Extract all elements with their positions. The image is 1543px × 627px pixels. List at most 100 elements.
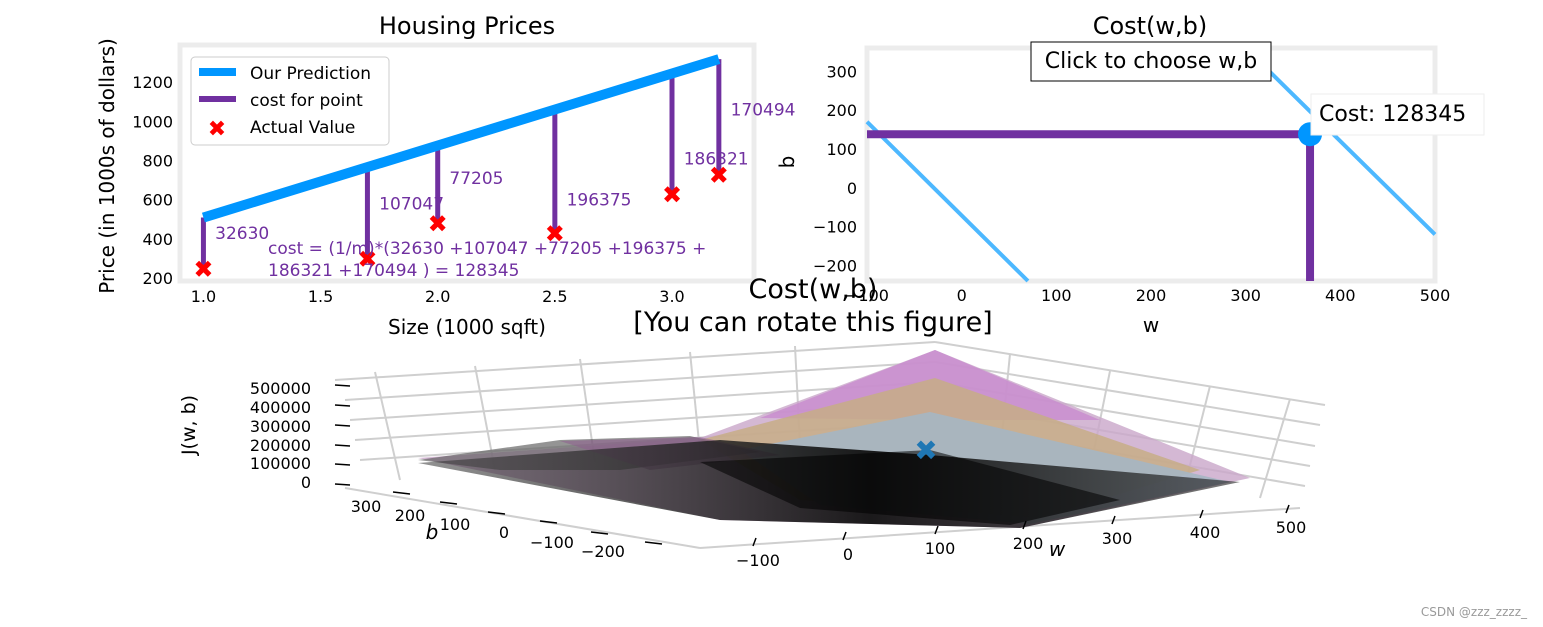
surface-title-line1: Cost(w,b) bbox=[749, 274, 878, 305]
w-tick-mark bbox=[1111, 515, 1116, 525]
housing-prices-plot: Housing Prices Size (1000 sqft) Price (i… bbox=[95, 12, 795, 339]
w-tick-label: 200 bbox=[1013, 534, 1044, 553]
cost-box-text: Cost: 128345 bbox=[1319, 102, 1466, 127]
y-tick-label: −100 bbox=[813, 218, 857, 237]
legend-actual-marker: ✖ bbox=[208, 117, 226, 142]
b-ticks: 300 200 100 0 −100 −200 bbox=[351, 491, 663, 561]
w-axis-label: w bbox=[1049, 537, 1066, 561]
y-ticks: −200 −100 0 100 200 300 bbox=[813, 62, 857, 275]
w-tick-mark bbox=[1199, 509, 1204, 519]
cost-formula-line2: 186321 +170494 ) = 128345 bbox=[268, 261, 519, 281]
z-tick-label: 500000 bbox=[250, 379, 311, 398]
w-tick-label: 500 bbox=[1276, 518, 1307, 537]
x-axis-label: w bbox=[1143, 313, 1159, 337]
y-tick-label: 200 bbox=[142, 269, 173, 288]
legend: Our Prediction cost for point ✖ Actual V… bbox=[190, 56, 390, 146]
y-tick-label: 200 bbox=[826, 101, 857, 120]
z-tick-label: 100000 bbox=[250, 454, 311, 473]
x-tick-label: 3.0 bbox=[659, 287, 684, 306]
b-tick-mark bbox=[439, 501, 458, 505]
y-tick-label: 100 bbox=[826, 140, 857, 159]
x-tick-label: 2.0 bbox=[425, 287, 450, 306]
y-axis-label: Price (in 1000s of dollars) bbox=[95, 38, 119, 294]
cost-surface-3d[interactable]: Cost(w,b) [You can rotate this figure] bbox=[178, 274, 1326, 570]
w-axis: w −100 0 100 200 300 400 500 bbox=[736, 504, 1307, 570]
prediction-line bbox=[201, 54, 721, 223]
cost-label: 32630 bbox=[215, 224, 269, 244]
b-tick-mark bbox=[539, 520, 558, 524]
w-tick-label: 0 bbox=[843, 545, 853, 564]
b-tick-label: −100 bbox=[530, 533, 574, 552]
z-tick-mark bbox=[334, 463, 351, 466]
z-tick-mark bbox=[334, 483, 351, 486]
surface-selected-marker: ✖ bbox=[914, 434, 937, 467]
watermark: CSDN @zzz_zzzz_ bbox=[1420, 605, 1527, 619]
z-tick-label: 200000 bbox=[250, 436, 311, 455]
b-tick-mark bbox=[590, 531, 609, 535]
cost-box bbox=[1310, 93, 1485, 136]
legend-prediction-label: Our Prediction bbox=[250, 64, 371, 84]
y-tick-label: 0 bbox=[847, 179, 857, 198]
cost-contour-plot[interactable]: Cost(w,b) w b −100 0 100 200 300 400 500 −200−… bbox=[775, 12, 1485, 337]
x-tick-label: −100 bbox=[845, 286, 889, 305]
selection-guides bbox=[867, 130, 1315, 281]
plot-title: Housing Prices bbox=[379, 12, 555, 40]
x-ticks: 1.0 1.5 2.0 2.5 3.0 bbox=[191, 287, 685, 306]
z-tick-label: 0 bbox=[301, 473, 311, 492]
w-tick-label: 400 bbox=[1190, 523, 1221, 542]
x-tick-label: 2.5 bbox=[542, 287, 567, 306]
b-tick-label: 300 bbox=[351, 497, 382, 516]
surface-title-line2: [You can rotate this figure] bbox=[633, 307, 992, 338]
b-tick-label: 200 bbox=[395, 506, 426, 525]
legend-box bbox=[190, 56, 390, 146]
click-box bbox=[1030, 41, 1272, 82]
actual-value-marker: ✖ bbox=[545, 220, 565, 248]
y-tick-label: 300 bbox=[826, 62, 857, 81]
legend-cost-label: cost for point bbox=[250, 91, 363, 111]
x-tick-label: 500 bbox=[1420, 286, 1451, 305]
z-tick-mark bbox=[334, 384, 351, 387]
b-tick-label: 100 bbox=[440, 515, 471, 534]
b-tick-label: 0 bbox=[499, 523, 509, 542]
actual-value-marker: ✖ bbox=[709, 161, 729, 189]
w-ticks: −100 0 100 200 300 400 500 bbox=[736, 504, 1307, 570]
y-tick-label: 1200 bbox=[132, 73, 173, 92]
x-axis-label: Size (1000 sqft) bbox=[388, 315, 546, 339]
actual-value-marker: ✖ bbox=[662, 181, 682, 209]
actual-values: ✖ ✖ ✖ ✖ ✖ ✖ bbox=[193, 161, 729, 283]
z-tick-label: 300000 bbox=[250, 417, 311, 436]
w-tick-mark bbox=[1022, 520, 1027, 530]
contour-lines bbox=[865, 46, 1437, 283]
x-tick-label: 1.5 bbox=[308, 287, 333, 306]
y-tick-label: 600 bbox=[142, 191, 173, 210]
w-tick-label: 100 bbox=[925, 539, 956, 558]
w-tick-label: −100 bbox=[736, 551, 780, 570]
w-tick-label: 300 bbox=[1102, 529, 1133, 548]
x-tick-label: 200 bbox=[1136, 286, 1167, 305]
contour-line bbox=[865, 120, 1030, 283]
cost-label: 186321 bbox=[684, 149, 749, 169]
x-tick-label: 0 bbox=[957, 286, 967, 305]
cost-label: 77205 bbox=[449, 169, 503, 189]
y-tick-label: −200 bbox=[813, 256, 857, 275]
contour-line bbox=[1244, 46, 1437, 236]
surface-mesh bbox=[418, 350, 1250, 528]
actual-value-marker: ✖ bbox=[193, 255, 213, 283]
legend-actual-label: Actual Value bbox=[250, 118, 355, 138]
z-tick-mark bbox=[334, 404, 351, 407]
w-tick-mark bbox=[842, 531, 847, 541]
x-ticks: −100 0 100 200 300 400 500 bbox=[845, 286, 1450, 305]
cost-label: 170494 bbox=[731, 101, 796, 121]
b-tick-label: −200 bbox=[581, 542, 625, 561]
y-tick-label: 800 bbox=[142, 152, 173, 171]
w-tick-mark bbox=[1285, 504, 1290, 514]
y-tick-label: 1000 bbox=[132, 112, 173, 131]
cost-label: 107047 bbox=[379, 195, 444, 215]
y-axis-label: b bbox=[775, 156, 799, 169]
plot-frame bbox=[177, 42, 757, 284]
b-axis: b 300 200 100 0 −100 −200 bbox=[351, 491, 663, 561]
z-tick-label: 400000 bbox=[250, 398, 311, 417]
